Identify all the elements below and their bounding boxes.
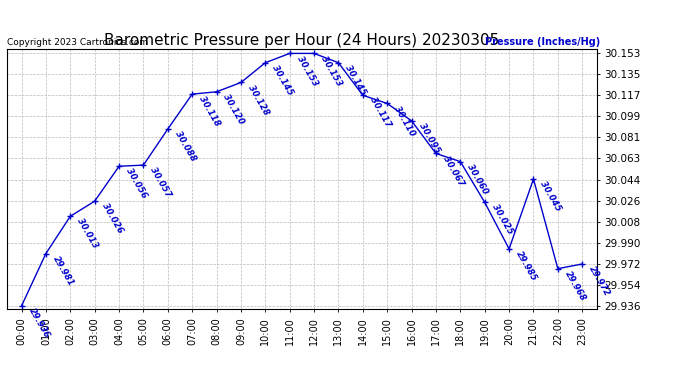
Text: 29.936: 29.936 [27,306,51,340]
Text: 30.045: 30.045 [539,180,563,213]
Text: 30.060: 30.060 [466,162,490,196]
Text: 30.153: 30.153 [295,54,319,87]
Text: 30.153: 30.153 [319,54,344,87]
Text: 30.120: 30.120 [221,93,246,126]
Text: 29.968: 29.968 [563,269,587,303]
Text: 30.118: 30.118 [197,95,221,128]
Text: 30.057: 30.057 [148,166,173,199]
Text: 30.067: 30.067 [441,154,466,188]
Text: 30.110: 30.110 [393,104,417,137]
Text: 29.981: 29.981 [51,254,75,288]
Text: 30.117: 30.117 [368,96,393,129]
Text: 30.145: 30.145 [270,63,295,97]
Text: 29.972: 29.972 [587,265,612,298]
Text: 30.026: 30.026 [100,202,124,235]
Text: 30.025: 30.025 [490,203,514,236]
Title: Barometric Pressure per Hour (24 Hours) 20230305: Barometric Pressure per Hour (24 Hours) … [104,33,500,48]
Text: 30.145: 30.145 [344,63,368,97]
Text: Pressure (Inches/Hg): Pressure (Inches/Hg) [485,37,600,47]
Text: 30.128: 30.128 [246,83,270,117]
Text: 30.095: 30.095 [417,122,441,155]
Text: 30.056: 30.056 [124,167,148,200]
Text: 30.088: 30.088 [173,130,197,163]
Text: 30.013: 30.013 [75,217,100,250]
Text: 29.985: 29.985 [514,249,539,283]
Text: Copyright 2023 Cartronics.com: Copyright 2023 Cartronics.com [7,38,148,47]
